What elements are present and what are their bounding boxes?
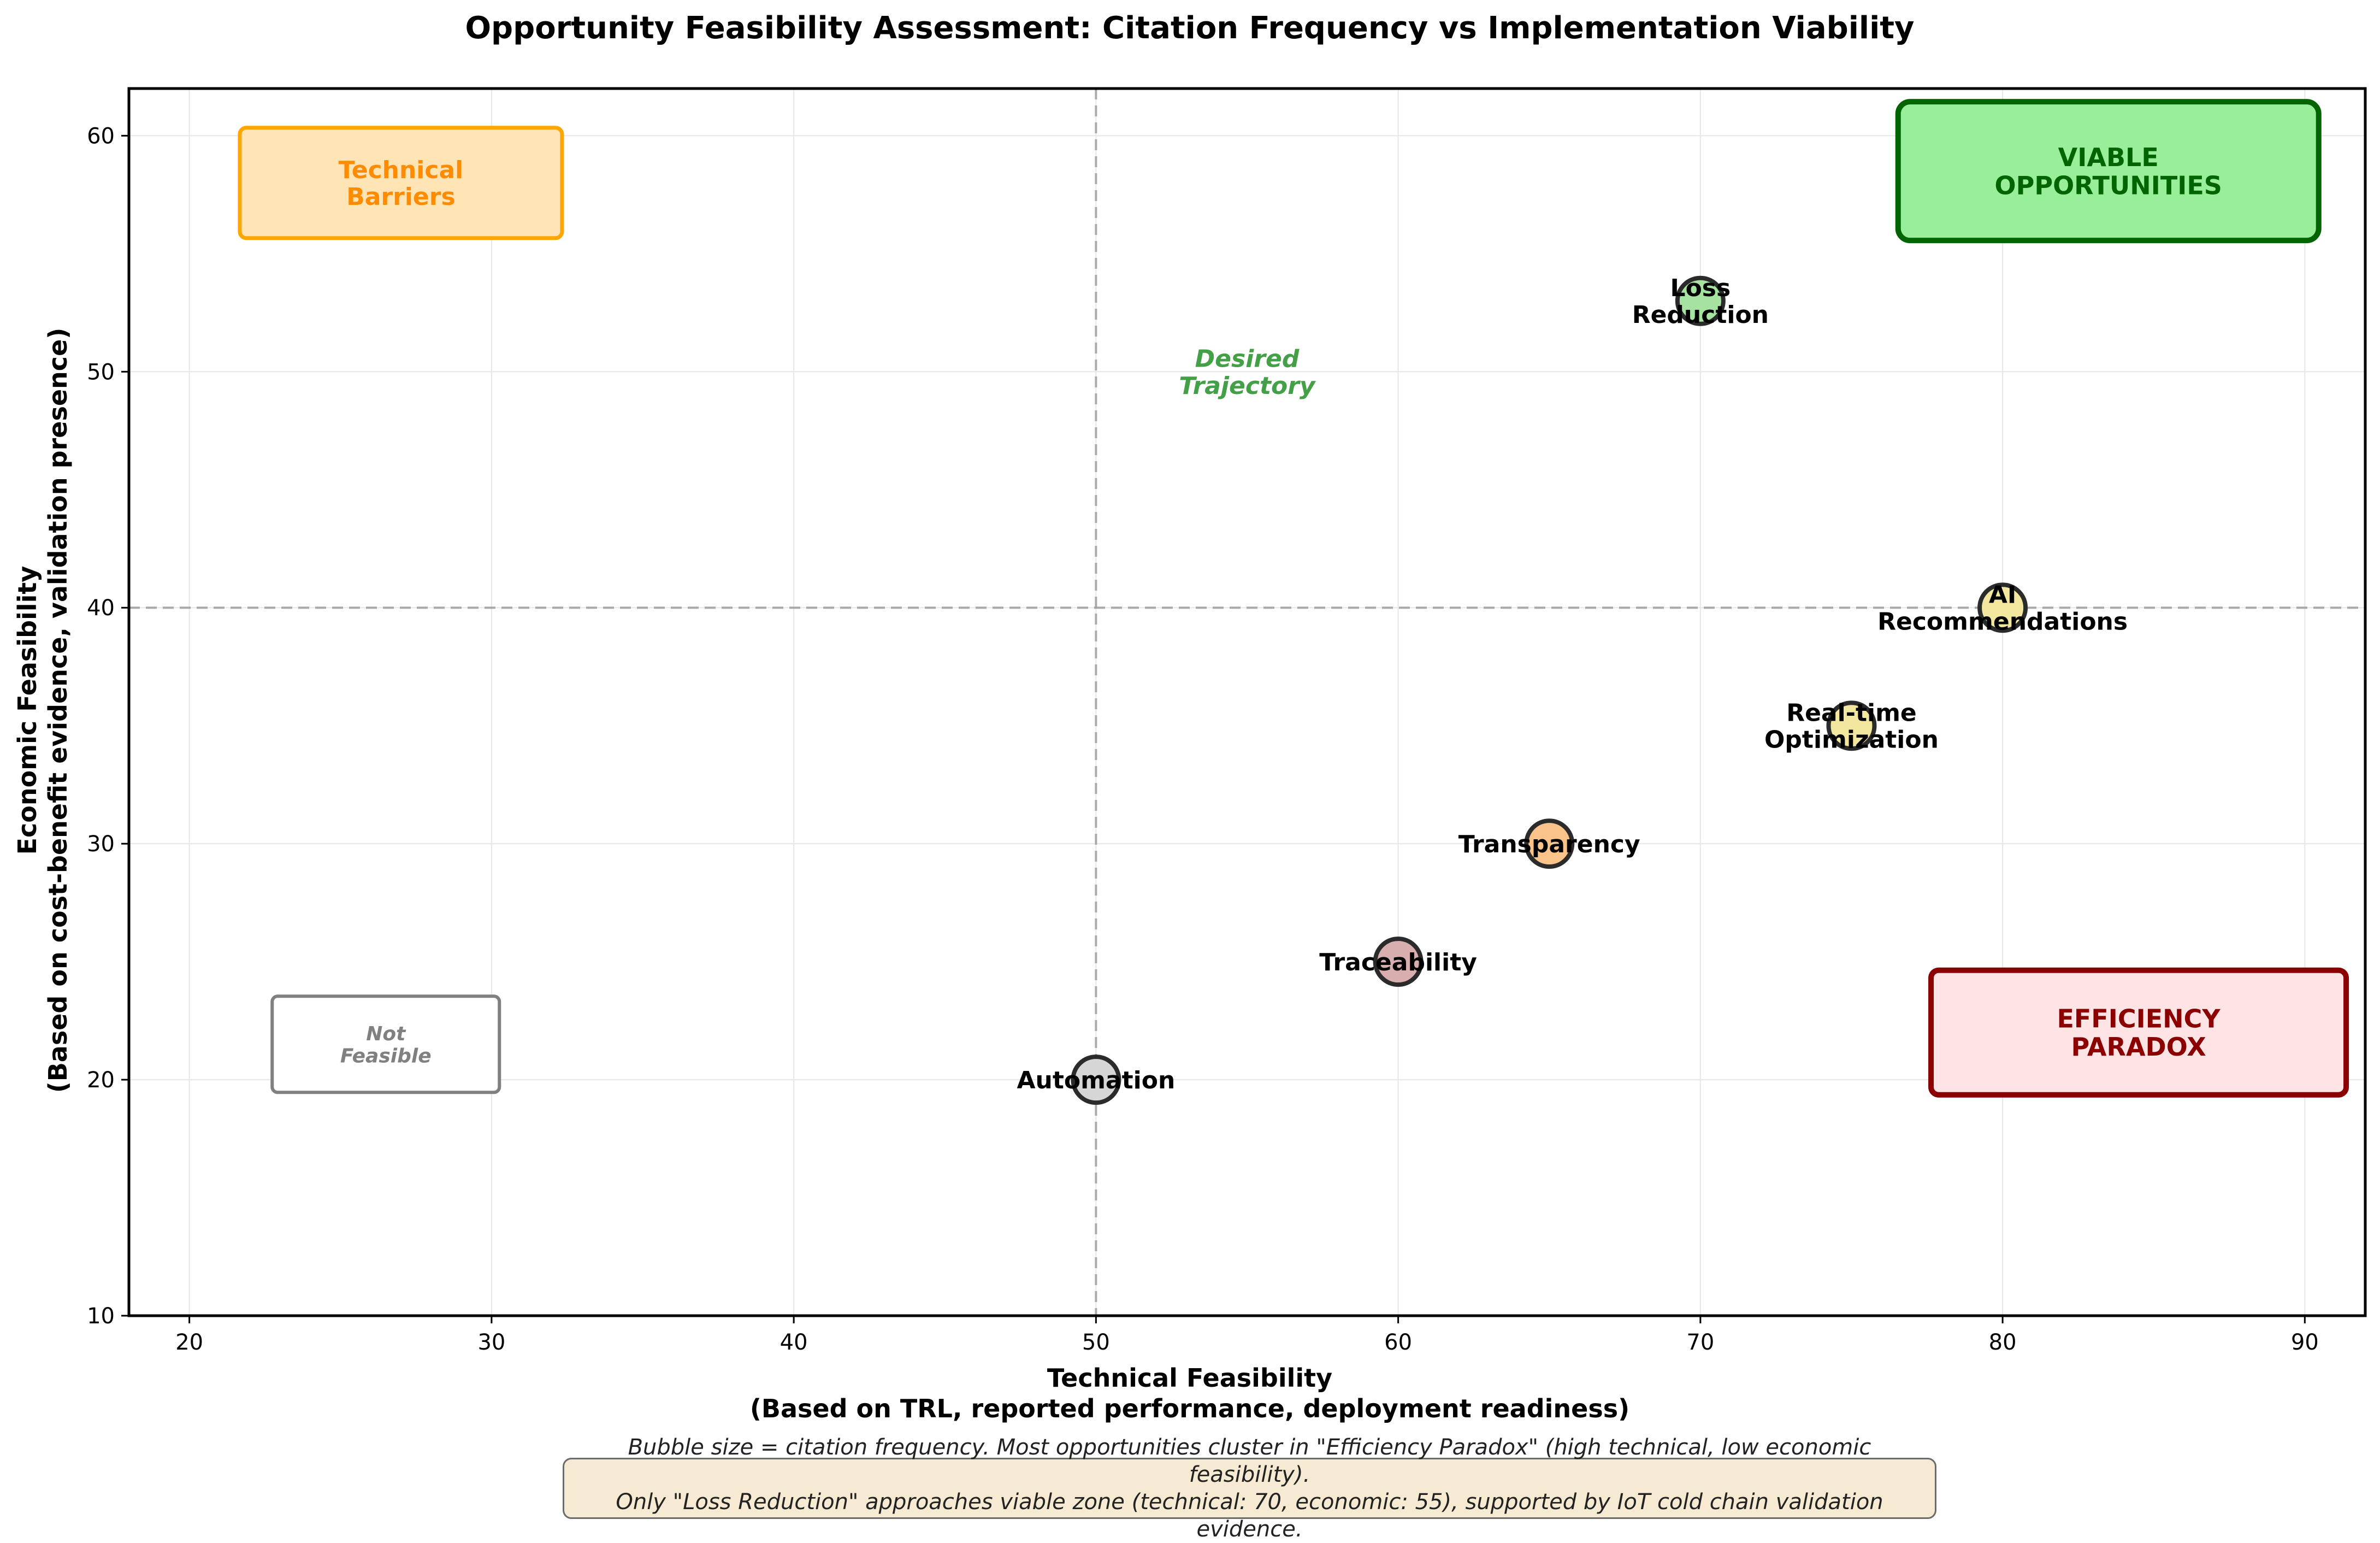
zone-technical-barriers-box <box>238 126 564 240</box>
x-axis-label: Technical Feasibility <box>1047 1363 1332 1393</box>
data-point <box>1373 937 1424 987</box>
zone-technical-barriers-label: Technical Barriers <box>339 156 464 211</box>
y-tick-label: 40 <box>87 596 115 621</box>
data-points <box>1071 275 2028 1105</box>
x-tick-label: 20 <box>175 1330 203 1355</box>
x-tick-label: 80 <box>1989 1330 2017 1355</box>
zone-not-feasible-label: Not Feasible <box>340 1023 432 1067</box>
data-point-label: Transparency <box>1458 831 1640 858</box>
y-tick-label: 20 <box>87 1068 115 1093</box>
data-point <box>1977 582 2028 633</box>
zone-not-feasible-box <box>270 994 501 1094</box>
x-tick-label: 70 <box>1686 1330 1714 1355</box>
x-tick-label: 90 <box>2291 1330 2319 1355</box>
y-axis-sublabel: (Based on cost-benefit evidence, validat… <box>43 328 73 1093</box>
y-tick-label: 10 <box>87 1304 115 1329</box>
caption-line-1: Bubble size = citation frequency. Most o… <box>628 1435 1871 1487</box>
data-point <box>1524 818 1575 869</box>
data-point <box>1826 700 1877 751</box>
x-tick-label: 50 <box>1082 1330 1110 1355</box>
point-labels: Loss Reduction AI Recommendations Real-time O… <box>1017 274 2128 1094</box>
threshold-lines <box>129 89 2365 1316</box>
plot-frame <box>127 87 2367 1317</box>
x-axis: 20 30 40 50 60 70 80 90 <box>175 1316 2319 1355</box>
zone-viable-opportunities-box <box>1895 99 2322 244</box>
x-tick-label: 60 <box>1384 1330 1412 1355</box>
data-point-label: Real-time Optimization <box>1764 699 1939 753</box>
data-point-label: AI Recommendations <box>1877 581 2128 635</box>
data-point-label: Loss Reduction <box>1632 274 1769 329</box>
x-tick-label: 30 <box>477 1330 505 1355</box>
y-tick-label: 60 <box>87 123 115 149</box>
x-tick-label: 40 <box>780 1330 808 1355</box>
data-point-label: Automation <box>1017 1067 1175 1094</box>
caption-line-2: Only "Loss Reduction" approaches viable … <box>616 1489 1883 1542</box>
grid <box>129 89 2365 1316</box>
caption-note: Bubble size = citation frequency. Most o… <box>563 1435 1936 1542</box>
y-tick-label: 50 <box>87 360 115 385</box>
desired-trajectory-annotation: Desired Trajectory <box>1179 345 1316 400</box>
x-axis-sublabel: (Based on TRL, reported performance, dep… <box>750 1394 1629 1423</box>
data-point <box>1675 275 1726 326</box>
chart-title: Opportunity Feasibility Assessment: Cita… <box>465 10 1914 46</box>
y-axis-label: Economic Feasibility <box>13 566 42 855</box>
y-axis: 10 20 30 40 50 60 <box>87 123 129 1329</box>
zone-efficiency-paradox-label: EFFICIENCY PARADOX <box>2057 1004 2220 1062</box>
data-point <box>1071 1055 1121 1105</box>
data-point-label: Traceability <box>1319 949 1477 976</box>
zone-viable-opportunities-label: VIABLE OPPORTUNITIES <box>1995 143 2222 201</box>
desired-trajectory-label: Desired Trajectory <box>1179 345 1316 400</box>
zones: Technical Barriers VIABLE OPPORTUNITIES Not F… <box>238 99 2349 1098</box>
zone-efficiency-paradox-box <box>1928 967 2349 1098</box>
y-tick-label: 30 <box>87 832 115 857</box>
